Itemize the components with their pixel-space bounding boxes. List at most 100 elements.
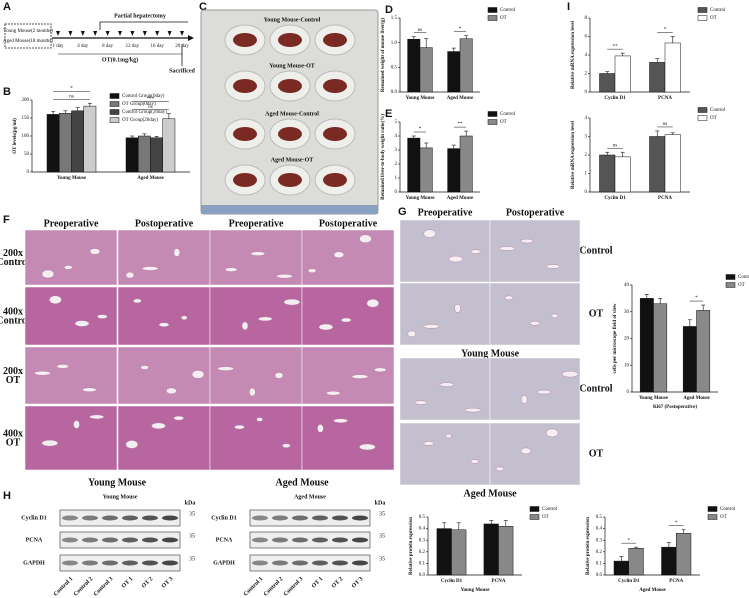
y-tick-label: 0.2 (596, 550, 603, 555)
legend-label: OT (720, 515, 727, 520)
legend-swatch (109, 109, 120, 115)
micrograph (489, 422, 581, 486)
bar (447, 51, 461, 93)
vessel (125, 440, 139, 449)
row-label: Control (0, 315, 30, 326)
micrograph (301, 229, 395, 286)
y-tick-label: 0.4 (596, 527, 603, 532)
bar (639, 298, 654, 393)
significance-label: ns (613, 143, 618, 148)
row-label: 400x (3, 428, 23, 439)
column-header: Postoperative (319, 218, 378, 229)
bar (614, 55, 631, 93)
vessel (249, 387, 256, 397)
vessel (326, 390, 341, 396)
legend-label: Control (500, 112, 516, 117)
liver (233, 173, 257, 187)
y-tick-label: 10 (624, 363, 630, 368)
vessel (151, 422, 166, 430)
micrograph (24, 229, 118, 286)
micrograph (489, 282, 581, 346)
row-label: Control (579, 383, 612, 394)
vessel (274, 372, 284, 379)
injection-arrow (155, 31, 160, 36)
legend-label: OT (500, 120, 507, 125)
significance-label: * (628, 538, 631, 543)
bar (71, 110, 84, 173)
vessel (495, 466, 505, 472)
blot-band (272, 560, 288, 566)
blot-band (62, 560, 78, 566)
liver (233, 33, 257, 47)
bar (696, 310, 711, 393)
y-tick-label: 1 (395, 176, 398, 181)
protein-label: GAPDH (23, 560, 45, 566)
vessel (258, 316, 273, 322)
group-label: Aged Mouse (275, 477, 329, 488)
x-tick-label: Aged Mouse (137, 176, 164, 181)
y-tick-label: 2 (585, 72, 588, 77)
y-tick-label: 0.0 (419, 573, 426, 578)
panel-letter: F (3, 214, 10, 226)
vessel (82, 387, 97, 392)
liver (278, 127, 302, 141)
group-label: Young Mouse (461, 348, 520, 359)
micrograph (117, 286, 211, 346)
blot-band (162, 560, 178, 566)
vessel (241, 321, 249, 331)
day-label: 4 day (77, 44, 88, 49)
injection-arrow (56, 31, 60, 36)
protein-label: Cyclin D1 (21, 515, 47, 521)
blot-strip (59, 531, 181, 549)
legend-swatch (707, 514, 718, 520)
significance-label: *** (147, 97, 155, 102)
vessel (173, 248, 181, 257)
y-tick-label: 0.3 (596, 538, 603, 543)
x-tick-label: Cyclin D1 (441, 579, 463, 584)
liver (323, 127, 347, 141)
vessel (448, 255, 463, 263)
y-axis-label: Relative mRNA expression level (571, 20, 576, 89)
bar (599, 73, 616, 93)
legend-label: Control Group(20day) (122, 110, 167, 115)
liver (233, 127, 257, 141)
y-axis-label: Relative protein expression (586, 517, 591, 575)
vessel (366, 299, 380, 308)
x-tick-label: Young Mouse (405, 196, 435, 201)
y-tick-label: 50 (24, 152, 30, 157)
legend-swatch (707, 506, 718, 512)
size-label: 35 (189, 533, 195, 539)
vessel (545, 428, 559, 438)
legend-label: OT (542, 515, 549, 520)
legend-swatch (109, 117, 120, 123)
blot-band (102, 537, 118, 543)
vessel (464, 407, 482, 413)
micrograph (117, 405, 211, 471)
blot-band (122, 515, 138, 521)
y-tick-label: 0.0 (596, 573, 603, 578)
row-label: 400x (3, 306, 23, 317)
vessel (74, 320, 90, 327)
vessel (64, 265, 73, 270)
legend-swatch (487, 15, 498, 21)
size-label: 35 (379, 511, 385, 517)
legend-swatch (487, 119, 498, 125)
micrograph (209, 346, 303, 405)
y-axis-label: Relative protein expression (409, 517, 414, 575)
y-tick-label: 0.0 (391, 90, 398, 95)
y-axis-label: Remained liver-to-body weight ratio(%) (381, 114, 386, 200)
day-label: 20 day (175, 44, 189, 49)
vessel (374, 367, 387, 372)
y-tick-label: 0.4 (419, 527, 426, 532)
panel-letter: I (567, 1, 570, 13)
y-tick-label: 1.5 (391, 16, 398, 21)
bar (498, 526, 514, 576)
injection-arrow (105, 31, 110, 36)
plate-row-label: Young Mouse-Control (264, 17, 321, 23)
vessel (217, 366, 234, 371)
vessel (133, 298, 142, 304)
micrograph (399, 422, 491, 486)
lane-label: OT 1 (121, 576, 134, 589)
x-tick-label: PCNA (658, 196, 672, 201)
blot-strip (59, 509, 181, 527)
